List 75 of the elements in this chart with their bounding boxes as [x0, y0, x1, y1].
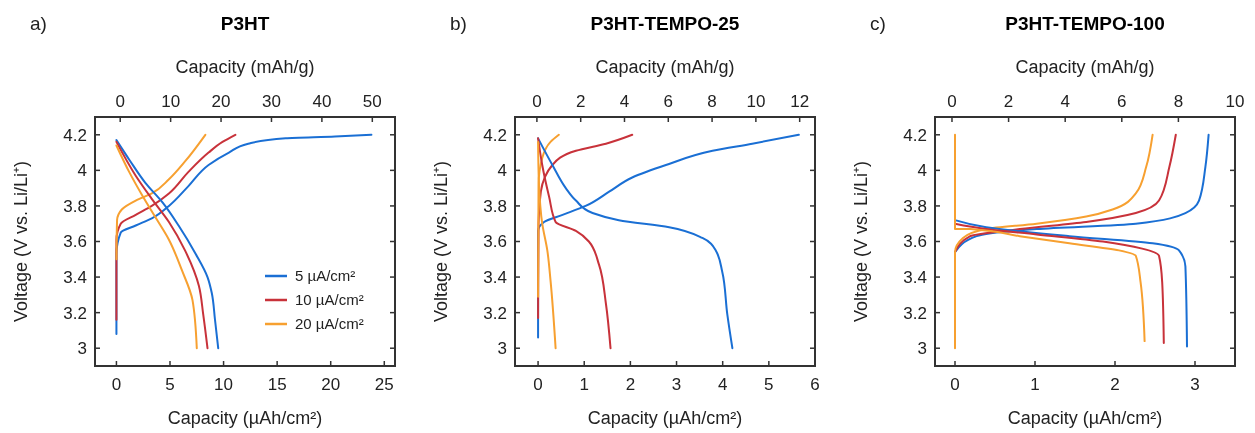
- y-tick-label: 4.2: [63, 125, 87, 145]
- x2-tick-label: 6: [663, 92, 674, 111]
- x-tick-label: 15: [267, 375, 287, 394]
- y-tick-label: 3.2: [903, 303, 927, 323]
- x-tick-label: 2: [1110, 375, 1120, 394]
- x2-tick-label: 4: [1060, 92, 1070, 111]
- x2-tick-label: 10: [161, 92, 181, 111]
- y-tick-label: 4.2: [903, 125, 927, 145]
- y-tick-label: 3.2: [63, 303, 87, 323]
- x2-tick-label: 10: [1225, 92, 1245, 111]
- x-tick-label: 0: [111, 375, 122, 394]
- x2-tick-label: 4: [619, 92, 630, 111]
- text: c): [870, 13, 886, 34]
- x2-tick-label: 30: [262, 92, 281, 111]
- y-tick-label: 3.8: [903, 196, 927, 216]
- legend-label: 20 µA/cm²: [295, 315, 364, 333]
- y-tick-label: 3.6: [903, 232, 927, 252]
- y-tick-label: 3.6: [483, 232, 507, 252]
- x-tick-label: 5: [764, 375, 774, 394]
- x-tick-label: 3: [671, 375, 682, 394]
- x2-tick-label: 8: [707, 92, 717, 111]
- legend-label: 5 µA/cm²: [295, 267, 356, 285]
- x-tick-label: 2: [625, 375, 636, 394]
- x-tick-label: 0: [950, 375, 960, 394]
- x-axis-title: Capacity (µAh/cm²): [1007, 408, 1163, 428]
- x2-tick-label: 0: [947, 92, 957, 111]
- y-tick-label: 3: [497, 339, 507, 359]
- x-tick-label: 4: [717, 375, 728, 394]
- x-tick-label: 10: [214, 375, 234, 394]
- x-tick-label: 3: [1190, 375, 1200, 394]
- x-tick-label: 25: [374, 375, 394, 394]
- x2-axis-title: Capacity (mAh/g): [595, 57, 735, 77]
- y-tick-label: 3.6: [63, 232, 87, 252]
- x-tick-label: 20: [321, 375, 341, 394]
- legend-label: 10 µA/cm²: [295, 291, 364, 309]
- x2-tick-label: 2: [1003, 92, 1014, 111]
- x2-tick-label: 0: [115, 92, 125, 111]
- text: a): [30, 13, 47, 34]
- y-tick-label: 3.4: [483, 268, 507, 288]
- x2-axis-title: Capacity (mAh/g): [175, 57, 315, 77]
- x2-axis-title: Capacity (mAh/g): [1015, 57, 1155, 77]
- x-tick-label: 6: [810, 375, 820, 394]
- x-tick-label: 1: [579, 375, 589, 394]
- y-tick-label: 3: [917, 339, 927, 359]
- chart-title: P3HT: [220, 13, 270, 34]
- y-tick-label: 3.4: [903, 268, 927, 288]
- y-tick-label: 3: [77, 339, 87, 359]
- x-tick-label: 0: [533, 375, 543, 394]
- x-axis-title: Capacity (µAh/cm²): [167, 408, 323, 428]
- y-tick-label: 4: [497, 161, 507, 181]
- x2-tick-label: 6: [1117, 92, 1127, 111]
- y-tick-label: 4: [77, 161, 87, 181]
- x2-tick-label: 50: [362, 92, 382, 111]
- x2-tick-label: 0: [532, 92, 542, 111]
- chart-title: P3HT-TEMPO-100: [1005, 13, 1165, 34]
- y-tick-label: 4.2: [483, 125, 507, 145]
- y-tick-label: 3.4: [63, 268, 87, 288]
- y-tick-label: 3.2: [483, 303, 507, 323]
- x2-tick-label: 2: [575, 92, 586, 111]
- text: b): [450, 13, 467, 34]
- x-axis-title: Capacity (µAh/cm²): [587, 408, 743, 428]
- x2-tick-label: 8: [1173, 92, 1184, 111]
- x2-tick-label: 40: [312, 92, 332, 111]
- x2-tick-label: 20: [211, 92, 231, 111]
- y-tick-label: 4: [917, 161, 927, 181]
- x-tick-label: 1: [1030, 375, 1040, 394]
- y-axis-title: Voltage (V vs. Li/Li⁺): [11, 160, 31, 323]
- y-axis-title: Voltage (V vs. Li/Li⁺): [431, 160, 451, 323]
- y-axis-title: Voltage (V vs. Li/Li⁺): [851, 160, 871, 323]
- y-tick-label: 3.8: [483, 196, 507, 216]
- chart-title: P3HT-TEMPO-25: [590, 13, 740, 34]
- y-tick-label: 3.8: [63, 196, 87, 216]
- x2-tick-label: 10: [746, 92, 766, 111]
- x-tick-label: 5: [165, 375, 175, 394]
- x2-tick-label: 12: [790, 92, 810, 111]
